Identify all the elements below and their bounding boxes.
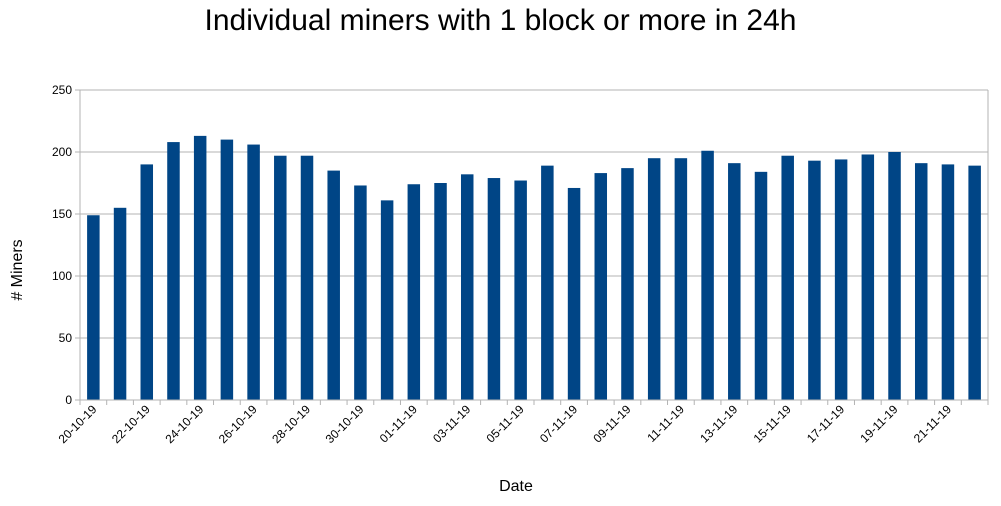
bar: [754, 171, 768, 400]
bar: [914, 163, 928, 400]
bar: [300, 155, 314, 400]
bar: [434, 183, 447, 400]
x-tick-label: 21-11-19: [911, 402, 954, 445]
y-tick-label: 100: [52, 269, 72, 283]
x-tick-label: 30-10-19: [323, 402, 367, 446]
x-tick-label: 09-11-19: [590, 402, 633, 445]
x-tick-label: 13-11-19: [697, 402, 740, 445]
bar: [274, 155, 287, 400]
bar: [514, 180, 527, 400]
bar: [781, 155, 794, 400]
bar: [327, 170, 340, 400]
bar: [968, 165, 981, 400]
x-tick-label: 28-10-19: [269, 402, 313, 446]
bar: [888, 152, 901, 400]
bar: [87, 215, 100, 400]
x-tick-label: 11-11-19: [644, 402, 687, 445]
x-tick-labels: 20-10-19 22-10-19 24-10-19 26-10-19 28-10-19…: [56, 402, 955, 446]
bars: [87, 135, 981, 400]
bar: [247, 144, 260, 400]
bar: [701, 150, 714, 400]
bar: [460, 174, 474, 400]
bar: [487, 178, 501, 400]
y-tick-label: 0: [65, 393, 72, 407]
x-tick-label: 01-11-19: [377, 402, 420, 445]
bar: [621, 168, 634, 400]
bar: [647, 158, 661, 400]
x-axis-title: Date: [499, 478, 533, 495]
y-tick-labels: 0 50 100 150 200 250: [52, 83, 72, 407]
chart-title: Individual miners with 1 block or more i…: [204, 4, 797, 37]
x-tick-label: 05-11-19: [484, 402, 527, 445]
y-tick-label: 150: [52, 207, 72, 221]
bar: [354, 185, 367, 400]
bar: [567, 187, 581, 400]
bar: [674, 158, 688, 400]
axes: [79, 90, 989, 405]
x-tick-label: 20-10-19: [56, 402, 100, 446]
y-tick-label: 200: [52, 145, 72, 159]
bar: [834, 159, 848, 400]
y-axis-title: # Miners: [9, 239, 26, 300]
y-tick-label: 50: [59, 331, 73, 345]
x-tick-label: 19-11-19: [857, 402, 900, 445]
x-tick-label: 24-10-19: [162, 402, 206, 446]
x-tick-label: 22-10-19: [109, 402, 153, 446]
x-tick-label: 17-11-19: [804, 402, 847, 445]
bar: [541, 165, 554, 400]
bar: [193, 135, 207, 400]
bar: [220, 139, 234, 400]
x-tick-label: 03-11-19: [430, 402, 473, 445]
bar: [941, 164, 955, 400]
grid-lines: [75, 89, 988, 401]
bar: [728, 163, 741, 400]
x-tick-label: 07-11-19: [537, 402, 580, 445]
bar: [380, 200, 394, 400]
x-tick-label: 26-10-19: [216, 402, 260, 446]
bar: [808, 160, 821, 400]
bar: [113, 207, 127, 400]
bar: [861, 154, 875, 400]
bar: [407, 184, 421, 400]
y-tick-label: 250: [52, 83, 72, 97]
bar: [167, 142, 180, 400]
x-tick-label: 15-11-19: [751, 402, 794, 445]
bar: [594, 173, 608, 400]
bar: [140, 164, 154, 400]
